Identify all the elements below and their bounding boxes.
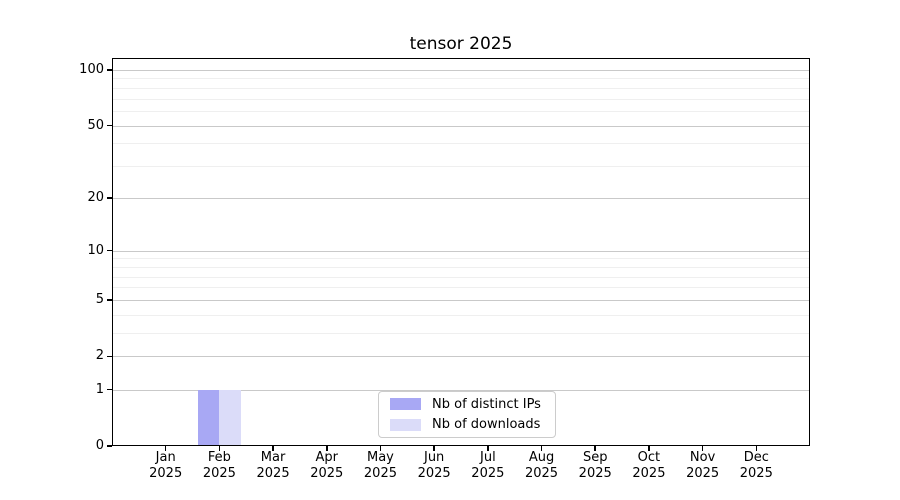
x-tick-label-month: Aug — [528, 450, 555, 465]
gridline-minor — [112, 78, 810, 80]
x-tick-label-year: 2025 — [202, 466, 236, 481]
x-tick-label-month: Mar — [260, 450, 286, 465]
plot-area — [112, 58, 810, 446]
x-tick-mark — [648, 446, 650, 451]
x-tick-label: Sep 2025 — [563, 450, 627, 482]
legend: Nb of distinct IPs Nb of downloads — [378, 391, 556, 438]
y-tick-label: 0 — [95, 438, 104, 453]
x-tick-label-month: Sep — [582, 450, 608, 465]
x-tick-label-year: 2025 — [417, 466, 451, 481]
x-tick-label-year: 2025 — [686, 466, 720, 481]
x-tick-label-month: Feb — [207, 450, 231, 465]
y-tick-label: 1 — [95, 381, 104, 397]
gridline-major — [112, 125, 810, 127]
x-tick-label-year: 2025 — [524, 466, 559, 481]
gridline-minor — [112, 287, 810, 289]
y-tick-label: 10 — [87, 242, 104, 258]
legend-swatch-downloads — [390, 418, 421, 431]
x-tick-label-month: Oct — [637, 450, 661, 465]
x-tick-label-month: May — [367, 450, 394, 465]
x-tick-label: May 2025 — [348, 450, 412, 482]
y-tick-label: 5 — [95, 292, 104, 308]
x-tick-mark — [701, 446, 704, 451]
gridline-major — [112, 69, 810, 71]
x-tick-mark — [540, 446, 543, 451]
x-tick-mark — [326, 446, 328, 451]
x-tick-mark — [433, 446, 435, 451]
legend-item-downloads: Nb of downloads — [390, 417, 547, 434]
legend-label-distinct-ips: Nb of distinct IPs — [432, 396, 541, 412]
x-tick-label-month: Apr — [315, 450, 339, 465]
y-tick-label: 100 — [79, 61, 104, 77]
x-tick-label: Feb 2025 — [187, 450, 251, 482]
gridline-minor — [112, 266, 810, 268]
x-tick-label: Oct 2025 — [617, 450, 681, 482]
legend-swatch-distinct-ips — [390, 398, 421, 411]
gridline-minor — [112, 276, 810, 278]
gridline-minor — [112, 98, 810, 100]
gridline-minor — [112, 333, 810, 335]
chart-title: tensor 2025 — [409, 34, 513, 54]
x-tick-label-year: 2025 — [739, 466, 773, 481]
gridline-major — [112, 389, 810, 391]
x-tick-label: Mar 2025 — [241, 450, 305, 482]
x-tick-label-year: 2025 — [632, 466, 666, 481]
bar-distinct-ips — [197, 389, 220, 446]
x-tick-label: Aug 2025 — [510, 450, 574, 482]
bar-downloads — [219, 389, 241, 446]
x-tick-label: Jan 2025 — [134, 450, 198, 482]
x-tick-label: Apr 2025 — [295, 450, 359, 482]
x-tick-label: Jun 2025 — [402, 450, 466, 482]
x-tick-label-month: Jul — [480, 450, 496, 465]
gridline-minor — [112, 314, 810, 316]
gridline-minor — [112, 258, 810, 260]
x-tick-label-year: 2025 — [471, 466, 505, 481]
x-tick-label-year: 2025 — [149, 466, 183, 481]
gridline-major — [112, 300, 810, 302]
y-tick-label: 20 — [87, 189, 104, 205]
gridline-minor — [112, 111, 810, 113]
x-tick-label-month: Jan — [155, 450, 176, 465]
legend-item-distinct-ips: Nb of distinct IPs — [390, 396, 547, 413]
x-tick-label-month: Dec — [743, 450, 769, 465]
y-tick-label: 2 — [95, 348, 104, 364]
x-tick-mark — [487, 446, 489, 451]
x-tick-mark — [379, 446, 382, 451]
y-tick-label: 50 — [87, 117, 104, 133]
x-tick-label-year: 2025 — [310, 466, 344, 481]
x-tick-label-year: 2025 — [578, 466, 612, 481]
x-tick-mark — [755, 446, 758, 451]
x-tick-label: Nov 2025 — [671, 450, 735, 482]
x-tick-mark — [272, 446, 274, 451]
x-tick-label-year: 2025 — [256, 466, 290, 481]
x-tick-label: Dec 2025 — [724, 450, 788, 482]
legend-label-downloads: Nb of downloads — [432, 417, 541, 433]
gridline-major — [112, 250, 810, 252]
x-tick-mark — [594, 446, 596, 451]
gridline-minor — [112, 166, 810, 168]
gridline-major — [112, 356, 810, 358]
x-tick-mark — [164, 446, 167, 451]
x-tick-label-month: Jun — [423, 450, 445, 465]
gridline-major — [112, 197, 810, 199]
gridline-minor — [112, 143, 810, 145]
x-tick-label-year: 2025 — [363, 466, 397, 481]
x-tick-mark — [218, 446, 221, 451]
gridline-minor — [112, 87, 810, 89]
x-tick-label: Jul 2025 — [456, 450, 520, 482]
x-tick-label-month: Nov — [689, 450, 716, 465]
